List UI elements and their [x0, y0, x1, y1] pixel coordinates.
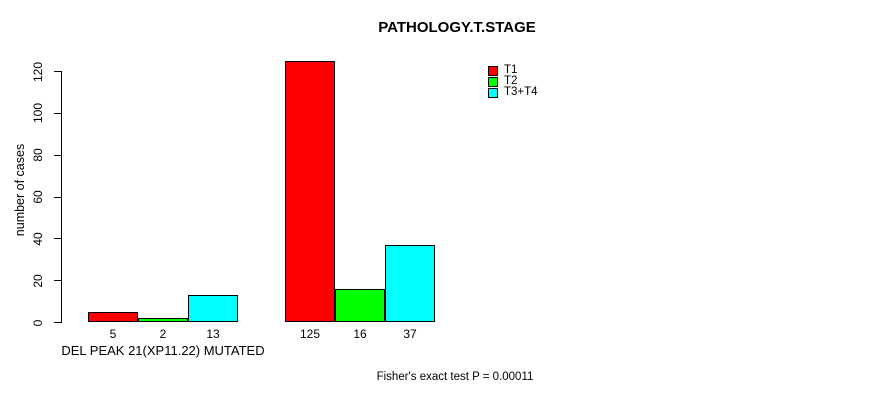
legend-row: T2	[488, 75, 538, 87]
bar-t1	[88, 311, 138, 322]
y-axis-tick-label: 0	[31, 319, 45, 326]
y-axis-tick-label: 60	[31, 190, 45, 204]
legend-label: T3+T4	[504, 86, 538, 98]
bar-t2	[335, 288, 385, 322]
bar-value-label: 16	[353, 327, 367, 341]
bar-value-label: 13	[206, 327, 220, 341]
legend-swatch-icon	[488, 76, 498, 87]
bar-value-label: 125	[299, 327, 321, 341]
legend-row: T3+T4	[488, 86, 538, 98]
y-axis-tick-label: 40	[31, 232, 45, 246]
legend: T1 T2 T3+T4	[488, 64, 538, 98]
legend-label: T2	[504, 75, 518, 87]
y-axis-tick-label: 20	[31, 273, 45, 288]
bar-value-label: 37	[403, 327, 417, 341]
y-axis-tick-label: 120	[31, 61, 45, 82]
stat-annotation: Fisher's exact test P = 0.00011	[376, 371, 534, 383]
bar-t3-t4	[385, 244, 435, 322]
legend-swatch-icon	[488, 87, 498, 98]
legend-label: T1	[504, 64, 518, 76]
legend-row: T1	[488, 64, 538, 76]
y-axis-line	[61, 71, 62, 323]
y-axis-tick	[54, 280, 61, 282]
y-axis-tick	[54, 71, 61, 72]
bar-value-label: 5	[109, 327, 117, 341]
bar-t1	[285, 60, 335, 322]
x-axis-group-label: DEL PEAK 21(XP11.22) MUTATED	[61, 343, 265, 358]
legend-swatch-icon	[488, 65, 498, 76]
y-axis-tick-label: 100	[31, 103, 45, 124]
y-axis-tick	[54, 154, 61, 156]
chart-title: PATHOLOGY.T.STAGE	[378, 19, 536, 36]
y-axis-tick	[54, 112, 61, 114]
bar-value-label: 2	[159, 327, 167, 341]
bar-t2	[138, 317, 188, 322]
bar-t3-t4	[188, 294, 238, 322]
y-axis-tick	[54, 238, 61, 240]
y-axis-tick-label: 80	[31, 148, 45, 162]
y-axis-label: number of cases	[13, 143, 27, 237]
y-axis-tick	[54, 322, 61, 323]
y-axis-tick	[54, 196, 61, 198]
